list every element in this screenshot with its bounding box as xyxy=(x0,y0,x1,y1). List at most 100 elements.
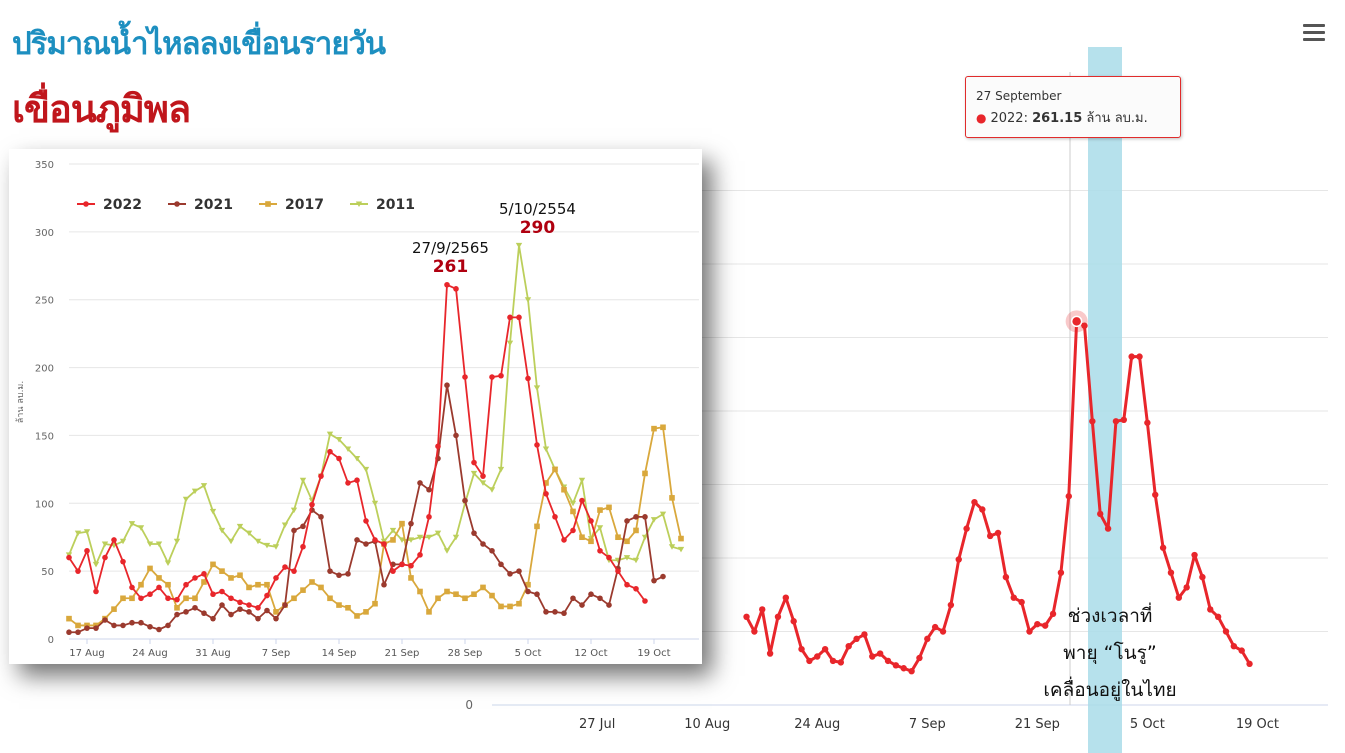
data-point-2022 xyxy=(1207,606,1214,613)
data-point-2017 xyxy=(399,520,405,527)
data-point-2022 xyxy=(354,477,360,484)
data-point-2022 xyxy=(363,518,369,524)
y-tick-label: 50 xyxy=(41,567,54,578)
legend-label: 2011 xyxy=(376,197,415,213)
series-2022 xyxy=(66,281,648,611)
data-point-2021 xyxy=(561,610,567,617)
data-point-2022 xyxy=(237,599,243,606)
data-point-2022 xyxy=(129,584,135,591)
data-point-2022 xyxy=(963,525,970,532)
data-point-2022 xyxy=(516,314,522,321)
data-point-2017 xyxy=(336,602,342,608)
data-point-2011 xyxy=(533,385,541,391)
data-point-2022 xyxy=(1034,620,1041,628)
y-tick-label: 100 xyxy=(35,499,54,510)
data-point-2011 xyxy=(632,557,640,564)
data-point-2017 xyxy=(444,588,450,595)
data-point-2022 xyxy=(327,448,333,455)
data-point-2022 xyxy=(931,623,939,631)
data-point-2011 xyxy=(470,470,478,477)
data-point-2011 xyxy=(119,538,127,545)
data-point-2021 xyxy=(111,622,117,629)
data-point-2021 xyxy=(624,518,630,524)
data-point-2022 xyxy=(453,286,459,292)
data-point-2022 xyxy=(480,473,486,479)
data-point-2011 xyxy=(128,521,136,527)
data-point-2022 xyxy=(318,473,324,479)
data-point-2017 xyxy=(156,575,162,581)
data-point-2011 xyxy=(389,527,397,534)
data-point-2017 xyxy=(390,537,396,543)
data-point-2017 xyxy=(327,595,333,602)
data-point-2011 xyxy=(434,530,442,537)
data-point-2022 xyxy=(390,568,396,574)
data-point-2022 xyxy=(908,667,915,675)
data-point-2017 xyxy=(111,606,117,612)
x-tick-label: 27 Jul xyxy=(579,717,615,732)
y-axis-title: ล้าน ลบ.ม. xyxy=(15,381,26,423)
data-point-2017 xyxy=(417,588,423,595)
data-point-2017 xyxy=(453,591,459,598)
legend-marker xyxy=(265,201,271,207)
data-point-2017 xyxy=(192,595,198,602)
data-point-2021 xyxy=(183,609,189,615)
data-point-2021 xyxy=(219,602,225,608)
data-point-2011 xyxy=(92,561,100,568)
data-point-2022 xyxy=(597,547,603,554)
x-tick-label: 19 Oct xyxy=(1236,717,1279,732)
note-line-3: เคลื่อนอยู่ในไทย xyxy=(1043,679,1177,701)
hamburger-menu-icon[interactable] xyxy=(1303,24,1325,42)
data-point-2022 xyxy=(1191,551,1198,559)
data-point-2022 xyxy=(829,657,837,665)
data-point-2022 xyxy=(947,601,955,609)
series-2021 xyxy=(66,382,666,636)
chart-tooltip: 27 September ● 2022: 261.15 ล้าน ลบ.ม. xyxy=(965,76,1181,138)
data-point-2011 xyxy=(344,446,352,452)
data-point-2021 xyxy=(507,571,513,577)
data-point-2022 xyxy=(876,650,884,657)
data-point-2022 xyxy=(336,455,342,462)
data-point-2021 xyxy=(129,619,135,626)
data-point-2022 xyxy=(884,657,892,665)
comparison-chart: 0 50 100 150 200 250 300 350 ล้าน ลบ.ม. 17 Aug 24 … xyxy=(15,160,699,659)
data-point-2022 xyxy=(869,653,876,660)
data-point-2021 xyxy=(318,514,324,520)
data-point-2017 xyxy=(426,609,432,615)
data-point-2017 xyxy=(579,534,585,541)
data-point-2021 xyxy=(66,629,72,636)
data-point-2022 xyxy=(282,564,288,570)
note-line-2: พายุ “โนรู” xyxy=(1063,642,1157,664)
data-point-2021 xyxy=(480,541,486,547)
data-point-2022 xyxy=(552,514,558,520)
data-point-2022 xyxy=(924,635,931,643)
data-point-2021 xyxy=(138,619,144,626)
data-point-2017 xyxy=(345,604,351,611)
data-point-2022 xyxy=(743,613,750,620)
data-point-2017 xyxy=(597,507,603,513)
data-point-2017 xyxy=(561,486,567,493)
data-point-2022 xyxy=(845,643,852,650)
data-point-2017 xyxy=(408,575,414,581)
data-point-2022 xyxy=(994,529,1002,537)
data-point-2022 xyxy=(790,618,797,625)
data-point-2022 xyxy=(1246,660,1253,668)
data-point-2022 xyxy=(534,442,540,448)
data-point-2021 xyxy=(453,432,459,439)
data-point-2021 xyxy=(93,625,99,631)
data-point-2017 xyxy=(543,480,549,486)
data-point-2011 xyxy=(596,525,604,531)
data-point-2021 xyxy=(426,486,432,493)
data-point-2022 xyxy=(633,585,639,592)
legend-item-2021: 2021 xyxy=(168,197,233,213)
tooltip-series: 2022 xyxy=(990,111,1024,126)
data-point-2021 xyxy=(210,615,216,622)
data-point-2022 xyxy=(408,562,414,569)
legend-marker xyxy=(355,201,363,207)
x-tick-label: 14 Sep xyxy=(322,648,357,659)
storm-period-note: ช่วงเวลาที่ พายุ “โนรู” เคลื่อนอยู่ในไทย xyxy=(1035,598,1185,709)
data-point-2011 xyxy=(218,527,226,534)
data-point-2021 xyxy=(246,609,252,615)
x-tick-label: 7 Sep xyxy=(909,717,946,732)
data-point-2011 xyxy=(641,534,649,541)
legend-label: 2017 xyxy=(285,197,324,213)
